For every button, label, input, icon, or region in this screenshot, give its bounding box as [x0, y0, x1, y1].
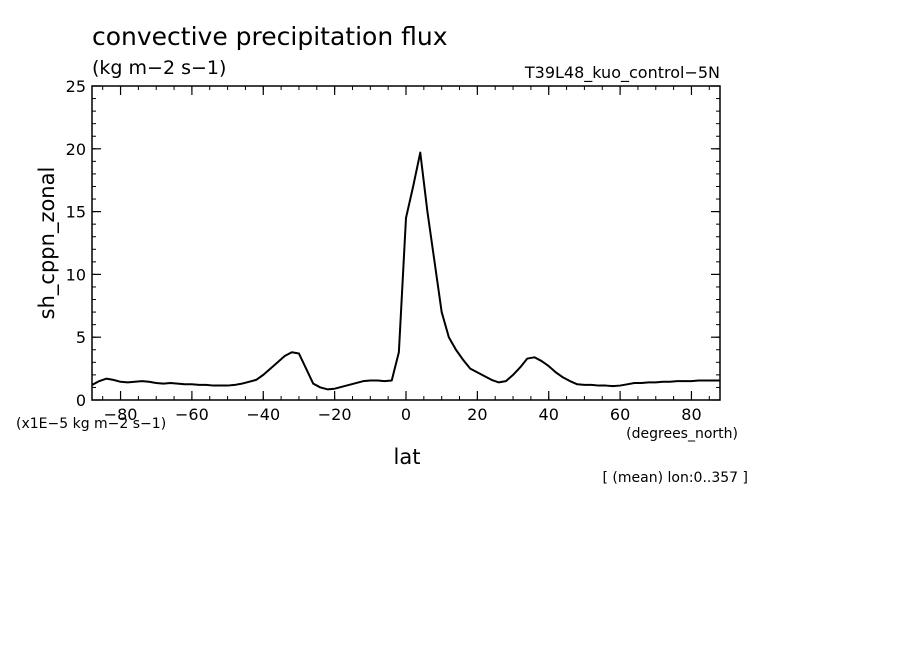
- y-tick-label: 15: [66, 203, 86, 222]
- x-tick-label: 60: [610, 405, 630, 424]
- x-tick-label: −80: [104, 405, 138, 424]
- plot-frame: [91, 85, 721, 401]
- y-axis-label: sh_cppn_zonal: [35, 167, 60, 320]
- data-points: [91, 152, 721, 391]
- y-tick-label: 0: [76, 391, 86, 410]
- chart-title: convective precipitation flux: [92, 22, 448, 51]
- footnote: [ (mean) lon:0..357 ]: [603, 470, 748, 486]
- x-axis-tick-labels: −80 −60 −40 −20 0 20 40 60 80: [104, 405, 702, 424]
- x-tick-label: 20: [467, 405, 487, 424]
- y-scale-note: (x1E−5 kg m−2 s−1): [16, 416, 166, 432]
- x-axis-ticks: [102, 86, 710, 400]
- x-tick-label: 80: [681, 405, 701, 424]
- y-tick-label: 5: [76, 328, 86, 347]
- x-tick-label: −60: [175, 405, 209, 424]
- x-tick-label: 40: [539, 405, 559, 424]
- y-axis-tick-labels: 0 5 10 15 20 25: [66, 77, 86, 410]
- x-tick-label: −40: [246, 405, 280, 424]
- chart-units-subtitle: (kg m−2 s−1): [92, 57, 226, 79]
- x-axis-label: lat: [394, 445, 421, 469]
- y-tick-label: 10: [66, 265, 86, 284]
- x-units-label: (degrees_north): [626, 426, 738, 442]
- y-axis-ticks: [92, 85, 720, 401]
- series-line: [91, 151, 720, 391]
- x-tick-label: −20: [318, 405, 352, 424]
- run-label: T39L48_kuo_control−5N: [524, 63, 720, 83]
- y-tick-label: 20: [66, 140, 86, 159]
- y-tick-label: 25: [66, 77, 86, 96]
- x-tick-label: 0: [401, 405, 411, 424]
